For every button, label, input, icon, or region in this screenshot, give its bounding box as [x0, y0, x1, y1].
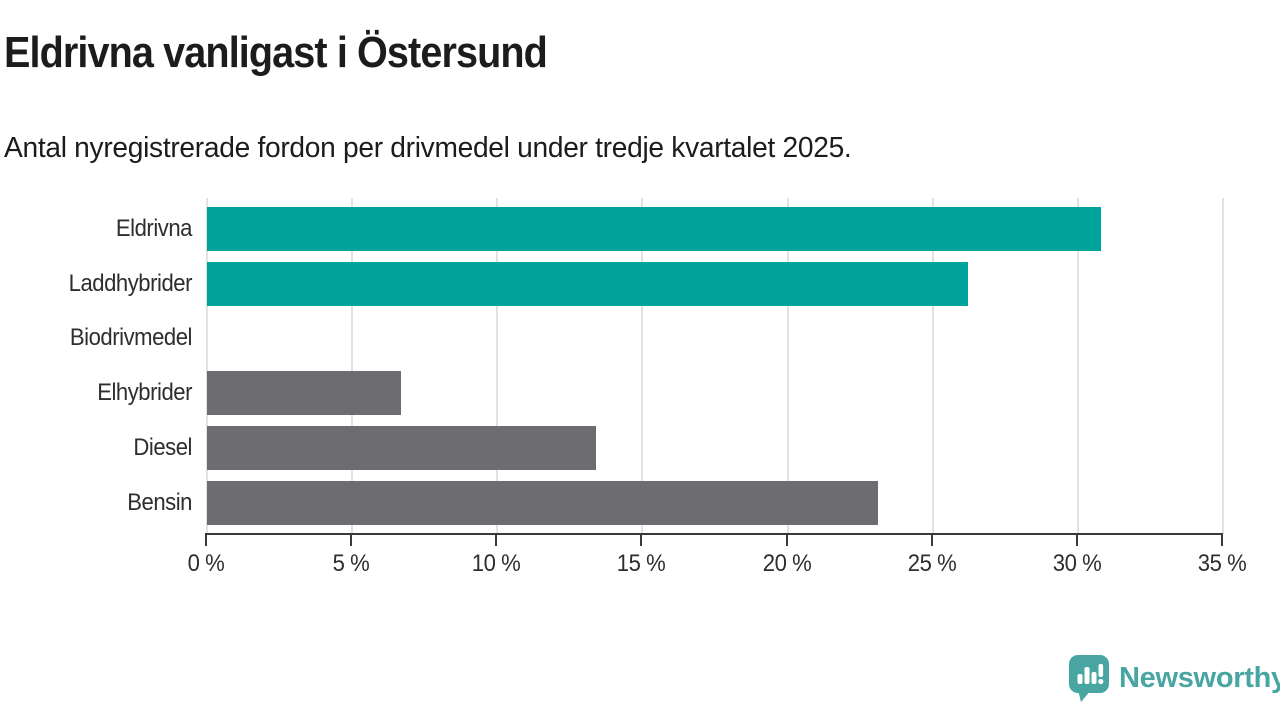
category-label: Elhybrider [97, 379, 192, 406]
bar-elhybrider [207, 371, 401, 415]
y-axis-labels: Eldrivna Laddhybrider Biodrivmedel Elhybrid… [0, 198, 193, 534]
axis-tick-label: 35 % [1197, 550, 1247, 577]
axis-tick [1076, 533, 1078, 546]
axis-tick-label: 20 % [762, 550, 812, 577]
gridline [1077, 198, 1079, 534]
category-label: Eldrivna [115, 215, 193, 242]
axis-tick-label: 10 % [471, 550, 521, 577]
axis-tick [1221, 533, 1223, 546]
category-label: Biodrivmedel [69, 324, 193, 351]
gridline [641, 198, 643, 534]
axis-tick-label: 15 % [616, 550, 666, 577]
axis-tick-label: 25 % [907, 550, 957, 577]
gridline [351, 198, 353, 534]
gridline [1222, 198, 1224, 534]
category-label: Laddhybrider [68, 270, 193, 297]
gridline [206, 198, 208, 534]
gridline [787, 198, 789, 534]
category-label: Diesel [133, 434, 192, 461]
axis-tick [931, 533, 933, 546]
x-axis-tick-labels: 0 % 5 % 10 % 15 % 20 % 25 % 30 % 35 % [0, 550, 1280, 580]
axis-tick [350, 533, 352, 546]
bar-diesel [207, 426, 596, 470]
axis-tick [640, 533, 642, 546]
axis-tick [495, 533, 497, 546]
category-label: Bensin [127, 489, 192, 516]
newsworthy-logo-icon [1069, 655, 1109, 702]
axis-tick-label: 30 % [1052, 550, 1102, 577]
chart-subtitle: Antal nyregistrerade fordon per drivmede… [4, 132, 852, 164]
axis-tick [205, 533, 207, 546]
bar-bensin [207, 481, 878, 525]
newsworthy-logo: Newsworthy [1068, 654, 1280, 702]
axis-tick-label: 0 % [187, 550, 225, 577]
chart-title: Eldrivna vanligast i Östersund [4, 28, 548, 77]
axis-tick-label: 5 % [332, 550, 370, 577]
axis-tick [786, 533, 788, 546]
bar-laddhybrider [207, 262, 968, 306]
gridline [932, 198, 934, 534]
newsworthy-logo-text: Newsworthy [1119, 661, 1280, 694]
bar-eldrivna [207, 207, 1101, 251]
gridline [496, 198, 498, 534]
x-axis-line [205, 533, 1223, 535]
plot-area [206, 198, 1224, 534]
